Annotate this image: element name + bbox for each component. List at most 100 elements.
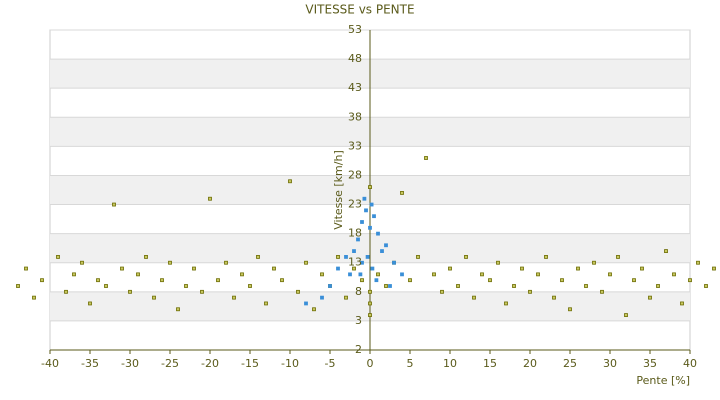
point — [362, 196, 367, 201]
point — [356, 237, 360, 242]
x-tick-label: 30 — [603, 357, 617, 370]
point — [352, 249, 356, 253]
point — [504, 301, 508, 306]
point — [348, 272, 352, 277]
point — [208, 196, 212, 201]
y-tick-label: 38 — [348, 110, 362, 123]
point — [424, 156, 428, 160]
point — [464, 255, 468, 259]
point — [336, 266, 340, 271]
point — [380, 249, 384, 253]
point — [272, 266, 276, 271]
x-tick-label: -20 — [201, 357, 219, 370]
point — [80, 260, 84, 265]
point — [296, 289, 300, 294]
point — [232, 295, 236, 300]
x-tick-label: 35 — [643, 357, 657, 370]
point — [448, 266, 452, 271]
y-tick-label: 43 — [348, 81, 362, 94]
point — [200, 289, 204, 294]
point — [112, 202, 116, 207]
point — [364, 208, 368, 213]
x-tick-label: 10 — [443, 357, 457, 370]
point — [392, 260, 396, 265]
point — [240, 272, 244, 277]
point — [384, 284, 388, 288]
point — [64, 289, 68, 294]
point — [176, 307, 180, 312]
point — [400, 272, 404, 277]
point — [368, 185, 372, 189]
point — [576, 266, 580, 271]
point — [416, 255, 420, 259]
point — [88, 301, 92, 306]
x-tick-label: -25 — [161, 357, 179, 370]
point — [136, 272, 140, 277]
point — [384, 243, 388, 248]
point — [544, 255, 548, 259]
point — [664, 249, 668, 253]
point — [256, 255, 260, 259]
point — [24, 266, 28, 271]
y-tick-label: 18 — [348, 227, 362, 240]
point — [560, 278, 564, 283]
point — [320, 295, 324, 300]
point — [696, 260, 700, 265]
point — [96, 278, 100, 283]
point — [152, 295, 156, 300]
point — [344, 295, 348, 300]
point — [608, 272, 612, 277]
point — [370, 266, 375, 271]
point — [168, 260, 172, 265]
point — [372, 214, 376, 219]
x-tick-label: 25 — [563, 357, 577, 370]
x-tick-label: 5 — [407, 357, 414, 370]
point — [408, 278, 412, 283]
point — [304, 301, 308, 306]
point — [144, 255, 148, 259]
point — [388, 284, 392, 288]
y-axis-label: Vitesse [km/h] — [332, 150, 345, 230]
point — [328, 284, 332, 288]
point — [248, 284, 252, 288]
point — [624, 313, 628, 317]
point — [672, 272, 676, 277]
point — [632, 278, 636, 283]
point — [368, 225, 372, 230]
y-tick-label: 13 — [348, 256, 362, 269]
point — [536, 272, 540, 277]
point — [374, 278, 379, 283]
point — [600, 289, 604, 294]
y-tick-label: 8 — [355, 285, 362, 298]
point — [360, 260, 364, 265]
point — [496, 260, 500, 265]
x-tick-label: -30 — [121, 357, 139, 370]
point — [584, 284, 588, 288]
chart-title: VITESSE vs PENTE — [305, 3, 414, 17]
point — [456, 284, 460, 288]
point — [128, 289, 132, 294]
point — [104, 284, 108, 288]
point — [368, 289, 372, 294]
x-tick-label: 20 — [523, 357, 537, 370]
point — [368, 313, 372, 317]
point — [160, 278, 164, 283]
y-tick-label: 53 — [348, 23, 362, 36]
point — [336, 255, 340, 259]
point — [280, 278, 284, 283]
point — [656, 284, 660, 288]
y-tick-label: 48 — [348, 52, 362, 65]
point — [56, 255, 60, 259]
point — [360, 220, 364, 224]
point — [712, 266, 716, 271]
point — [344, 255, 348, 259]
y-tick-label: 28 — [348, 168, 362, 181]
y-tick-label: 3 — [355, 314, 362, 327]
point — [72, 272, 76, 277]
point — [32, 295, 36, 300]
point — [616, 255, 620, 259]
point — [192, 266, 196, 271]
point — [16, 284, 20, 288]
point — [365, 255, 370, 259]
point — [440, 289, 444, 294]
